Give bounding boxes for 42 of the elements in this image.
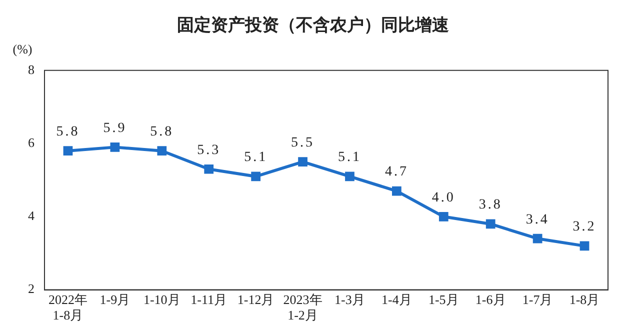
x-tick-label: 1-11月	[190, 292, 228, 308]
x-tick-label: 1-12月	[237, 292, 274, 308]
data-label: 3.8	[478, 198, 502, 213]
data-label: 3.2	[572, 220, 596, 235]
data-label: 5.9	[103, 120, 127, 136]
point	[110, 142, 120, 152]
point	[486, 219, 496, 229]
data-label: 5.5	[291, 135, 315, 150]
point	[298, 157, 308, 166]
x-tick-label: 1-3月	[334, 292, 365, 308]
data-label: 5.1	[338, 150, 362, 166]
y-tick-label: 2	[28, 281, 34, 296]
point	[157, 146, 167, 156]
data-label: 5.8	[56, 124, 80, 140]
point	[251, 172, 260, 182]
y-tick-label: 4	[28, 208, 35, 224]
x-tick-label: 1-9月	[100, 292, 130, 308]
y-tick-label: 6	[28, 134, 35, 150]
x-tick-label: 1-7月	[522, 292, 553, 308]
point	[580, 241, 590, 251]
y-tick-label: 8	[28, 62, 34, 77]
point	[532, 234, 542, 244]
x-tick-label: 1-8月	[569, 292, 600, 308]
data-label: 5.8	[150, 124, 174, 140]
data-label: 5.3	[197, 142, 221, 158]
data-label: 5.1	[244, 150, 268, 166]
point	[63, 146, 73, 156]
y-axis-title: (%)	[12, 41, 32, 56]
x-tick-label: 2023年 1-2月	[283, 292, 322, 323]
x-tick-label: 1-4月	[382, 292, 412, 308]
point	[204, 164, 214, 174]
x-tick-label: 1-6月	[475, 292, 506, 308]
data-label: 3.4	[526, 212, 550, 228]
point	[438, 212, 448, 222]
x-tick-label: 1-10月	[143, 292, 180, 308]
x-tick-label: 2022年 1-8月	[48, 292, 88, 323]
data-label: 4.0	[432, 190, 456, 206]
chart-title: 固定资产投资（不含农户）同比增速	[177, 16, 449, 35]
point	[345, 172, 354, 182]
data-label: 4.7	[384, 164, 408, 180]
point	[392, 186, 402, 196]
x-tick-label: 1-5月	[428, 292, 459, 308]
